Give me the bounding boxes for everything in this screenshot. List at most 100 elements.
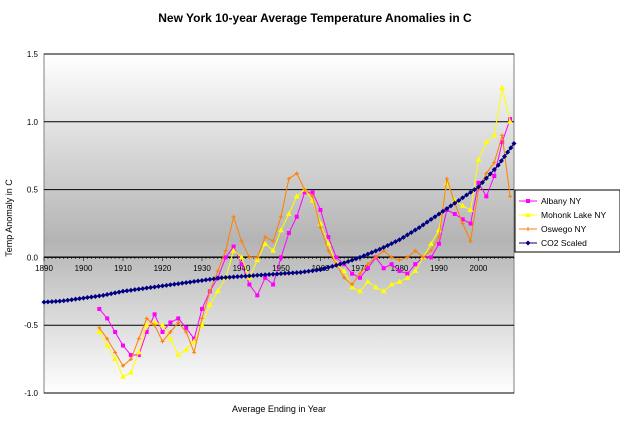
x-tick-label: 2000 — [470, 264, 488, 273]
data-point — [163, 282, 169, 288]
data-point — [239, 239, 244, 244]
data-point — [176, 316, 181, 321]
data-point — [140, 286, 146, 292]
data-point — [435, 227, 442, 233]
data-point — [250, 273, 256, 279]
data-point — [381, 244, 387, 250]
data-point — [84, 295, 90, 301]
data-point — [120, 363, 125, 368]
data-point — [468, 221, 473, 226]
data-point — [262, 240, 269, 246]
data-point — [144, 285, 150, 291]
data-point — [341, 260, 347, 266]
data-point — [104, 292, 110, 298]
data-point — [310, 268, 316, 274]
y-tick-label: 1.5 — [27, 50, 39, 59]
x-axis-label: Average Ending in Year — [232, 404, 326, 414]
data-point — [310, 190, 315, 195]
data-point — [365, 262, 370, 267]
data-point — [238, 254, 245, 260]
data-point — [321, 266, 327, 272]
data-point — [475, 184, 481, 190]
data-point — [341, 267, 348, 273]
data-point — [152, 312, 157, 317]
data-point — [500, 140, 505, 145]
legend-swatch-marker — [526, 227, 530, 231]
y-tick-label: 1.0 — [27, 118, 39, 127]
data-point — [467, 206, 474, 212]
data-point — [97, 306, 102, 311]
data-point — [492, 174, 497, 179]
data-point — [365, 251, 371, 257]
data-point — [214, 288, 221, 294]
data-point — [302, 187, 307, 192]
data-point — [159, 322, 166, 328]
data-point — [361, 253, 367, 259]
data-point — [132, 287, 138, 293]
data-point — [460, 217, 465, 222]
data-point — [389, 241, 395, 247]
data-point — [282, 270, 288, 276]
data-point — [452, 212, 457, 217]
data-point — [377, 246, 383, 252]
data-point — [317, 220, 324, 226]
data-point — [176, 320, 181, 325]
data-point — [187, 279, 193, 285]
x-tick-label: 1900 — [75, 264, 93, 273]
data-point — [207, 276, 213, 282]
x-tick-label: 1910 — [114, 264, 132, 273]
data-point — [476, 180, 481, 185]
data-point — [97, 325, 102, 330]
data-point — [495, 162, 501, 168]
data-point — [151, 319, 158, 325]
data-point — [270, 247, 277, 253]
data-point — [199, 277, 205, 283]
legend-label: Mohonk Lake NY — [541, 210, 607, 220]
data-point — [223, 248, 228, 253]
data-point — [500, 133, 505, 138]
data-point — [152, 284, 158, 290]
data-point — [317, 267, 323, 273]
data-point — [175, 281, 181, 287]
data-point — [168, 320, 173, 325]
data-point — [192, 350, 197, 355]
data-point — [128, 287, 134, 293]
data-point — [294, 214, 299, 219]
data-point — [88, 294, 94, 300]
data-point — [345, 258, 351, 264]
data-point — [113, 350, 118, 355]
data-point — [448, 203, 454, 209]
data-point — [349, 257, 355, 263]
data-point — [502, 154, 508, 160]
data-point — [119, 373, 126, 379]
data-point — [278, 255, 283, 260]
data-point — [329, 263, 335, 269]
data-point — [183, 346, 190, 352]
data-point — [404, 232, 410, 238]
data-point — [274, 271, 280, 277]
data-point — [266, 271, 272, 277]
data-point — [41, 299, 47, 305]
data-point — [396, 278, 403, 284]
data-point — [135, 349, 142, 355]
data-point — [468, 239, 473, 244]
data-point — [49, 299, 55, 305]
data-point — [179, 280, 185, 286]
x-tick-label: 1970 — [351, 264, 369, 273]
data-point — [191, 279, 197, 285]
data-point — [215, 275, 221, 281]
data-point — [484, 171, 489, 176]
data-point — [373, 248, 379, 254]
data-point — [263, 235, 268, 240]
data-point — [459, 202, 466, 208]
data-point — [69, 297, 75, 303]
data-point — [342, 275, 347, 280]
data-point — [364, 278, 371, 284]
data-point — [357, 275, 362, 280]
x-tick-label: 1940 — [233, 264, 251, 273]
data-point — [227, 274, 233, 280]
data-point — [333, 262, 339, 268]
data-point — [393, 239, 399, 245]
data-point — [105, 316, 110, 321]
